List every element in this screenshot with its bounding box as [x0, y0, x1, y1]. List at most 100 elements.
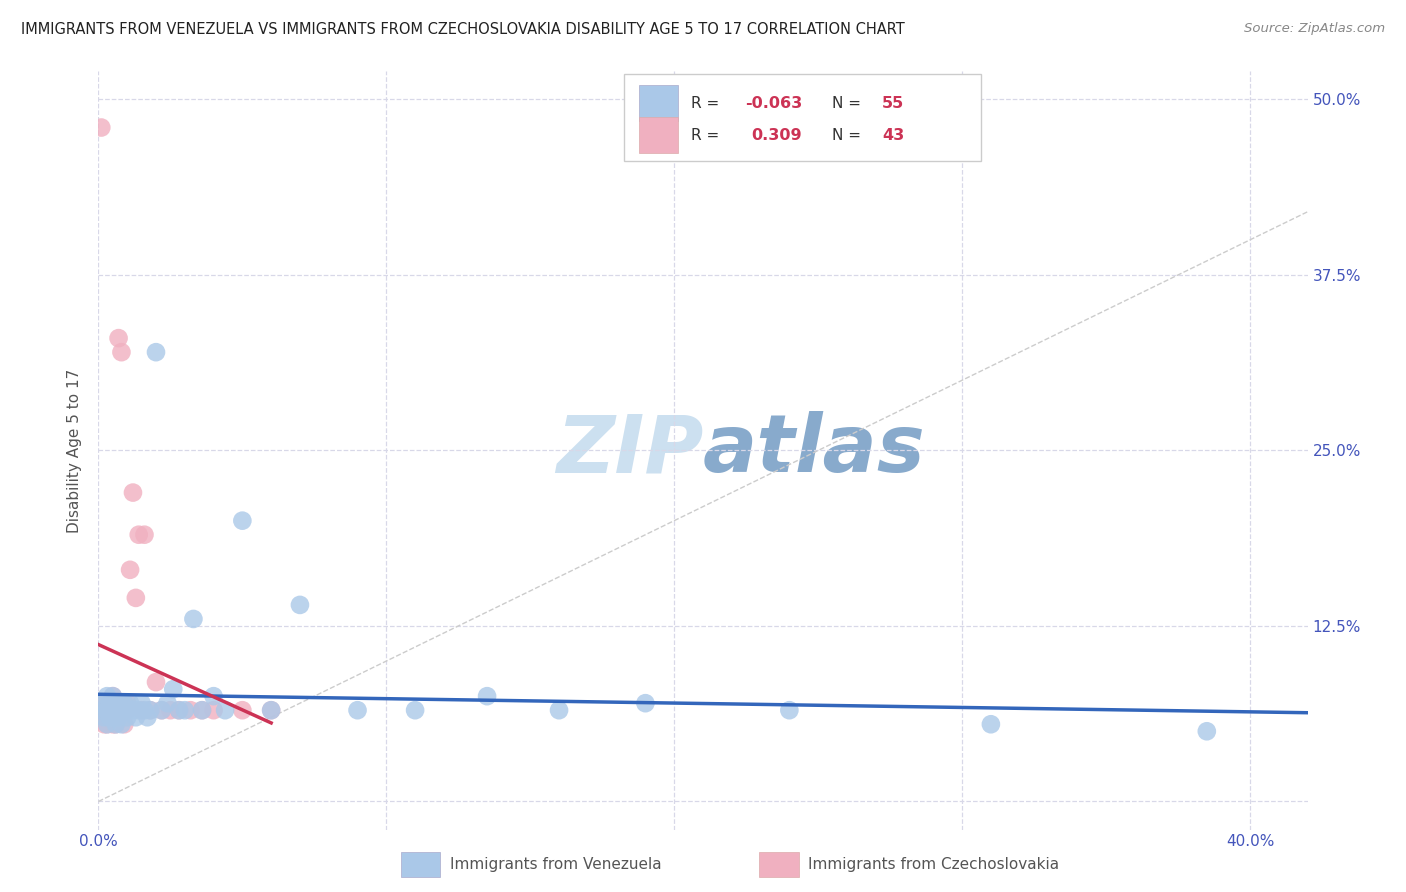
Point — [1195, 724, 1218, 739]
Point — [93, 696, 115, 710]
Point — [202, 703, 225, 717]
Point — [93, 710, 115, 724]
Point — [120, 563, 142, 577]
Point — [104, 703, 127, 717]
Point — [104, 717, 127, 731]
Point — [404, 703, 426, 717]
Point — [346, 703, 368, 717]
Point — [98, 696, 121, 710]
Y-axis label: Disability Age 5 to 17: Disability Age 5 to 17 — [67, 368, 83, 533]
Point — [634, 696, 657, 710]
Point — [96, 717, 118, 731]
Text: ZIP: ZIP — [555, 411, 703, 490]
Text: R =: R = — [690, 95, 718, 111]
Point — [110, 703, 132, 717]
Point — [98, 703, 121, 717]
Point — [778, 703, 800, 717]
Point — [101, 689, 124, 703]
Text: 55: 55 — [882, 95, 904, 111]
Point — [183, 612, 205, 626]
Point — [98, 710, 121, 724]
Point — [115, 703, 138, 717]
Point — [110, 345, 132, 359]
Point — [159, 703, 181, 717]
Point — [101, 717, 124, 731]
Point — [107, 696, 129, 710]
Text: R =: R = — [690, 128, 718, 143]
Point — [134, 527, 156, 541]
Point — [93, 696, 115, 710]
Point — [139, 703, 162, 717]
Point — [104, 703, 127, 717]
Point — [90, 120, 112, 135]
Point — [288, 598, 311, 612]
Point — [110, 717, 132, 731]
Point — [167, 703, 190, 717]
Point — [136, 710, 159, 724]
Point — [145, 345, 167, 359]
Point — [112, 703, 135, 717]
Text: IMMIGRANTS FROM VENEZUELA VS IMMIGRANTS FROM CZECHOSLOVAKIA DISABILITY AGE 5 TO : IMMIGRANTS FROM VENEZUELA VS IMMIGRANTS … — [21, 22, 905, 37]
Point — [139, 703, 162, 717]
Point — [96, 717, 118, 731]
Point — [125, 710, 148, 724]
Text: 43: 43 — [882, 128, 904, 143]
Point — [90, 703, 112, 717]
Point — [104, 696, 127, 710]
Point — [120, 696, 142, 710]
Point — [128, 703, 150, 717]
Point — [475, 689, 498, 703]
Point — [98, 703, 121, 717]
Point — [112, 696, 135, 710]
Text: -0.063: -0.063 — [745, 95, 803, 111]
Point — [115, 696, 138, 710]
Point — [260, 703, 283, 717]
Point — [107, 331, 129, 345]
Point — [107, 710, 129, 724]
Point — [131, 703, 153, 717]
Point — [96, 689, 118, 703]
Point — [128, 527, 150, 541]
Point — [93, 717, 115, 731]
Point — [980, 717, 1002, 731]
Point — [191, 703, 214, 717]
Point — [548, 703, 571, 717]
Point — [104, 717, 127, 731]
Point — [110, 696, 132, 710]
Point — [214, 703, 236, 717]
Point — [122, 485, 145, 500]
Point — [96, 710, 118, 724]
Point — [110, 703, 132, 717]
Point — [107, 703, 129, 717]
Point — [180, 703, 202, 717]
Point — [101, 710, 124, 724]
Point — [260, 703, 283, 717]
Point — [125, 591, 148, 605]
Point — [112, 703, 135, 717]
Point — [173, 703, 195, 717]
Point — [98, 696, 121, 710]
Point — [150, 703, 173, 717]
Point — [162, 682, 184, 697]
Point — [134, 703, 156, 717]
Point — [231, 514, 253, 528]
Bar — [638, 117, 678, 153]
Point — [122, 703, 145, 717]
Point — [98, 710, 121, 724]
Point — [96, 703, 118, 717]
Point — [93, 703, 115, 717]
Point — [101, 710, 124, 724]
FancyBboxPatch shape — [624, 74, 981, 161]
Point — [150, 703, 173, 717]
Point — [131, 696, 153, 710]
Point — [112, 717, 135, 731]
Point — [115, 703, 138, 717]
Bar — [638, 85, 678, 121]
Point — [101, 703, 124, 717]
Text: N =: N = — [832, 95, 862, 111]
Text: Immigrants from Venezuela: Immigrants from Venezuela — [450, 857, 662, 871]
Text: N =: N = — [832, 128, 862, 143]
Point — [107, 703, 129, 717]
Text: 0.309: 0.309 — [751, 128, 801, 143]
Point — [191, 703, 214, 717]
